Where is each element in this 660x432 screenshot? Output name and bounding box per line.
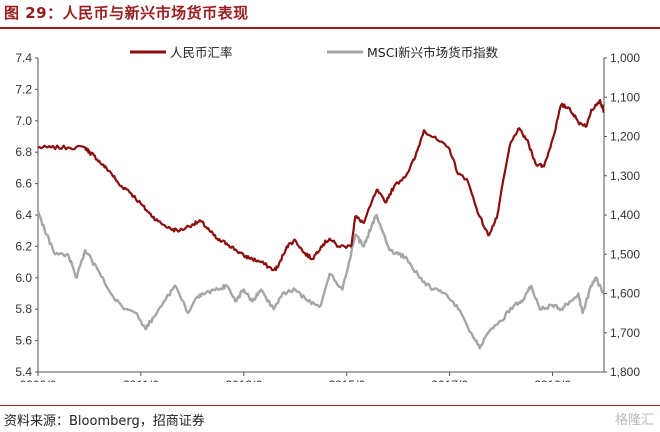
title-divider bbox=[0, 27, 660, 29]
left-tick-label: 7.4 bbox=[15, 51, 32, 65]
x-tick-label: 2009/6 bbox=[20, 378, 57, 382]
left-tick-label: 6.0 bbox=[15, 271, 32, 285]
left-tick-label: 6.6 bbox=[15, 177, 32, 191]
right-tick-label: 1,800 bbox=[610, 365, 640, 379]
x-tick-label: 2015/6 bbox=[328, 378, 365, 382]
left-tick-label: 7.0 bbox=[15, 114, 32, 128]
left-tick-label: 6.8 bbox=[15, 145, 32, 159]
source-note: 资料来源：Bloomberg，招商证券 bbox=[4, 414, 205, 429]
left-tick-label: 5.8 bbox=[15, 302, 32, 316]
right-tick-label: 1,700 bbox=[610, 326, 640, 340]
watermark-logo: 格隆汇 bbox=[614, 413, 654, 428]
footer-divider bbox=[0, 405, 660, 406]
figure-title: 图 29：人民币与新兴市场货币表现 bbox=[4, 4, 249, 22]
x-tick-label: 2013/6 bbox=[225, 378, 262, 382]
x-tick-label: 2011/6 bbox=[123, 378, 159, 382]
x-axis: 2009/6 2011/6 2013/6 2015/6 2017/6 2019/6 bbox=[20, 372, 571, 382]
left-tick-label: 7.2 bbox=[15, 82, 32, 96]
right-tick-label: 1,100 bbox=[610, 90, 640, 104]
x-tick-label: 2017/6 bbox=[431, 378, 468, 382]
right-tick-label: 1,600 bbox=[610, 287, 640, 301]
left-y-axis: 5.4 5.6 5.8 6.0 6.2 6.4 6.6 6.8 7.0 7.2 7.4 bbox=[15, 51, 38, 379]
left-tick-label: 6.4 bbox=[15, 208, 32, 222]
cny-rate-line bbox=[37, 99, 605, 272]
right-tick-label: 1,400 bbox=[610, 208, 640, 222]
x-tick-label: 2019/6 bbox=[534, 378, 571, 382]
line-chart: 5.45.65.86.06.26.46.66.87.07.27.4 1,0001… bbox=[15, 45, 640, 382]
msci-em-currency-line bbox=[36, 210, 605, 350]
chart-legend: 人民币汇率 MSCI新兴市场货币指数 bbox=[130, 45, 499, 60]
right-tick-label: 1,200 bbox=[610, 130, 640, 144]
right-y-axis: 1,000 1,100 1,200 1,300 1,400 1,500 1,600 1,700… bbox=[604, 51, 640, 379]
series-layer bbox=[36, 99, 605, 350]
right-tick-label: 1,300 bbox=[610, 169, 640, 183]
left-tick-label: 6.2 bbox=[15, 239, 32, 253]
left-tick-label: 5.4 bbox=[15, 365, 32, 379]
right-tick-label: 1,000 bbox=[610, 51, 640, 65]
legend-label-cny: 人民币汇率 bbox=[170, 45, 233, 60]
legend-label-msci: MSCI新兴市场货币指数 bbox=[367, 45, 499, 60]
left-tick-label: 5.6 bbox=[15, 334, 32, 348]
chart-axes bbox=[37, 58, 605, 373]
right-tick-label: 1,500 bbox=[610, 247, 640, 261]
